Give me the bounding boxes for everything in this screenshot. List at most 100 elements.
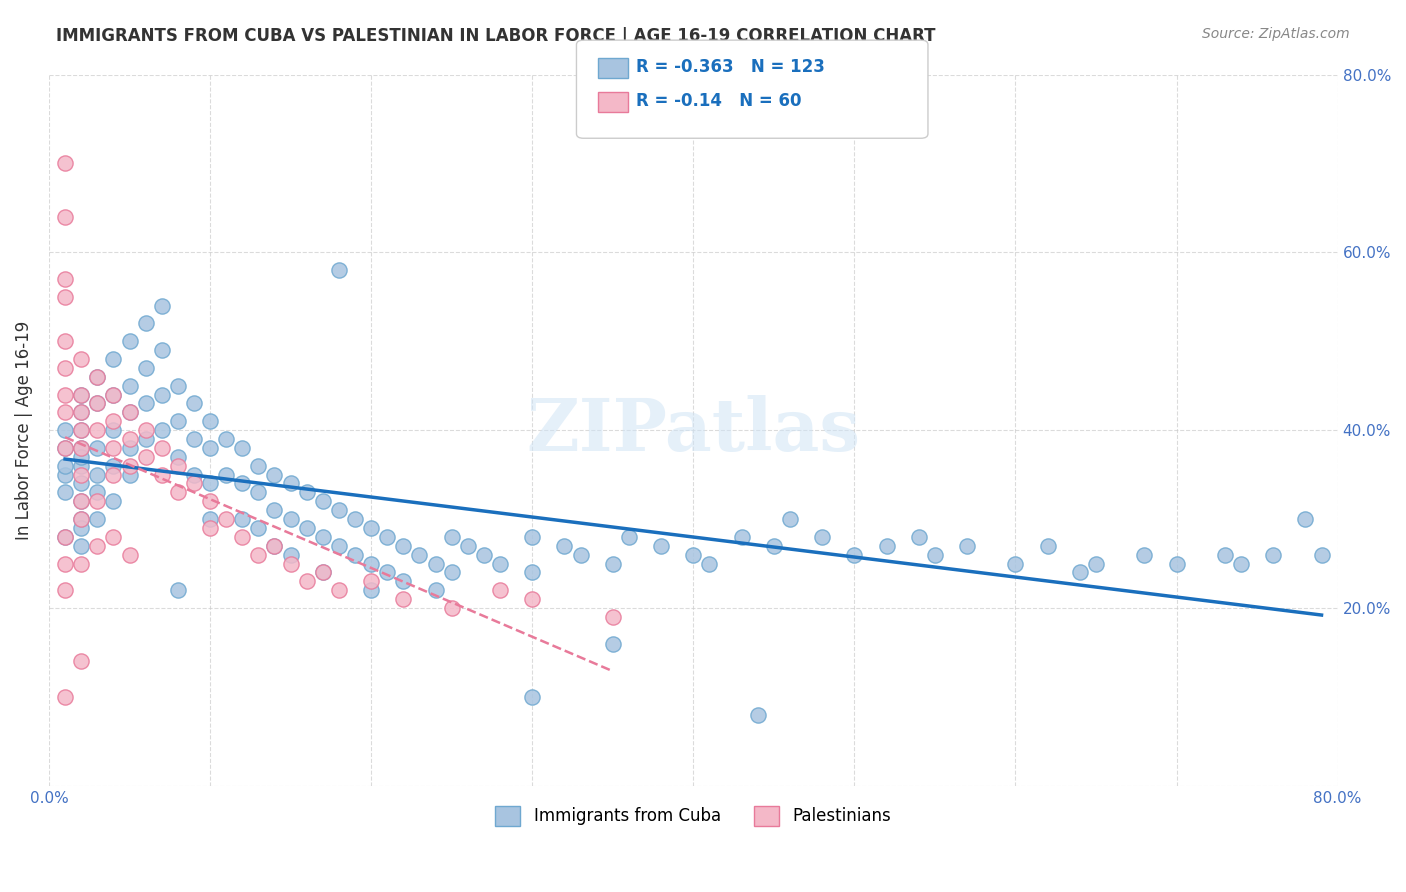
Point <box>247 485 270 500</box>
Point <box>215 432 238 446</box>
Point <box>53 441 76 455</box>
Point <box>135 317 157 331</box>
Point <box>53 360 76 375</box>
Point <box>375 530 398 544</box>
Point <box>70 441 93 455</box>
Point <box>1230 557 1253 571</box>
Point <box>198 494 221 508</box>
Point <box>1069 566 1091 580</box>
Point <box>295 521 318 535</box>
Point <box>183 476 205 491</box>
Text: R = -0.363   N = 123: R = -0.363 N = 123 <box>636 58 824 76</box>
Point <box>440 566 463 580</box>
Point <box>53 405 76 419</box>
Point <box>70 458 93 473</box>
Point <box>425 583 447 598</box>
Point <box>1310 548 1333 562</box>
Point <box>150 299 173 313</box>
Point <box>103 494 125 508</box>
Point <box>328 539 350 553</box>
Point <box>392 574 415 589</box>
Point <box>198 476 221 491</box>
Point <box>602 557 624 571</box>
Point <box>86 494 108 508</box>
Point <box>522 530 544 544</box>
Point <box>876 539 898 553</box>
Point <box>70 467 93 482</box>
Point <box>328 503 350 517</box>
Point <box>103 387 125 401</box>
Point <box>70 351 93 366</box>
Point <box>1166 557 1188 571</box>
Point <box>166 485 188 500</box>
Point <box>70 405 93 419</box>
Text: R = -0.14   N = 60: R = -0.14 N = 60 <box>636 92 801 110</box>
Point <box>1004 557 1026 571</box>
Point <box>150 441 173 455</box>
Point <box>231 530 253 544</box>
Point <box>360 521 382 535</box>
Point <box>166 378 188 392</box>
Point <box>263 539 285 553</box>
Point <box>360 557 382 571</box>
Point <box>312 566 335 580</box>
Point <box>70 512 93 526</box>
Point <box>375 566 398 580</box>
Point <box>103 423 125 437</box>
Point <box>53 690 76 704</box>
Point <box>295 485 318 500</box>
Point <box>86 369 108 384</box>
Point <box>118 467 141 482</box>
Point <box>86 467 108 482</box>
Point <box>150 467 173 482</box>
Point <box>956 539 979 553</box>
Point <box>1085 557 1108 571</box>
Point <box>150 387 173 401</box>
Point <box>231 476 253 491</box>
Point <box>522 690 544 704</box>
Point <box>747 707 769 722</box>
Point <box>440 601 463 615</box>
Point <box>166 414 188 428</box>
Point <box>247 548 270 562</box>
Point <box>53 290 76 304</box>
Point <box>844 548 866 562</box>
Point <box>70 423 93 437</box>
Point <box>70 441 93 455</box>
Point <box>86 396 108 410</box>
Point <box>231 441 253 455</box>
Point <box>118 441 141 455</box>
Point <box>118 405 141 419</box>
Point <box>489 583 512 598</box>
Point <box>408 548 430 562</box>
Point <box>328 263 350 277</box>
Point <box>166 450 188 464</box>
Text: IMMIGRANTS FROM CUBA VS PALESTINIAN IN LABOR FORCE | AGE 16-19 CORRELATION CHART: IMMIGRANTS FROM CUBA VS PALESTINIAN IN L… <box>56 27 936 45</box>
Point <box>924 548 946 562</box>
Point <box>602 610 624 624</box>
Point <box>53 583 76 598</box>
Point <box>263 467 285 482</box>
Point <box>617 530 640 544</box>
Point <box>70 476 93 491</box>
Point <box>86 539 108 553</box>
Point <box>360 574 382 589</box>
Point <box>150 343 173 358</box>
Point <box>215 467 238 482</box>
Point <box>280 548 302 562</box>
Point <box>263 539 285 553</box>
Point <box>344 548 367 562</box>
Point <box>198 521 221 535</box>
Point <box>569 548 592 562</box>
Point <box>198 414 221 428</box>
Point <box>70 423 93 437</box>
Point <box>183 432 205 446</box>
Point <box>312 530 335 544</box>
Point <box>312 566 335 580</box>
Point <box>135 423 157 437</box>
Point <box>1133 548 1156 562</box>
Point <box>53 210 76 224</box>
Point <box>103 351 125 366</box>
Point <box>70 494 93 508</box>
Point <box>280 557 302 571</box>
